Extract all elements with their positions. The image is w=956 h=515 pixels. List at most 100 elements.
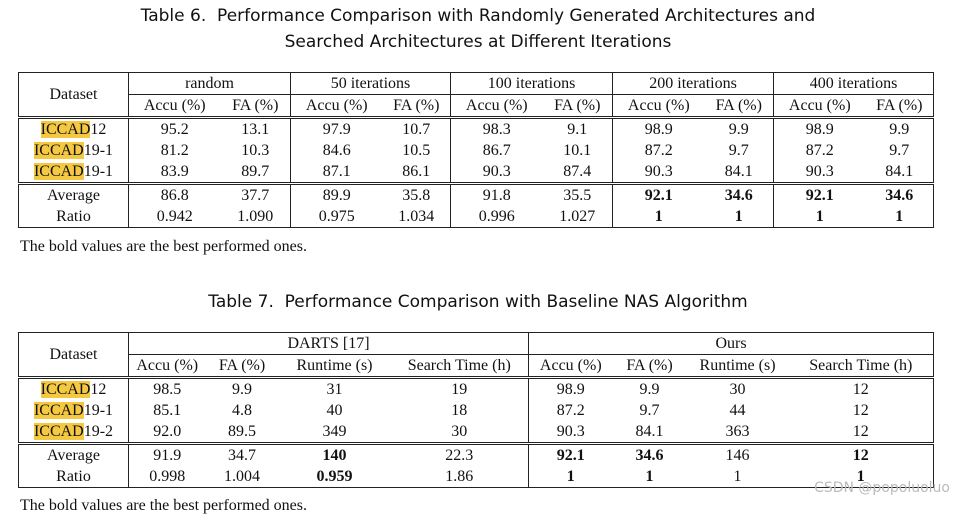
value-cell: 1.027 [559,208,596,225]
summary-row: Average 86.8 37.7 89.9 35.8 91.8 35.5 92.1 34.6 9… [18,182,934,206]
value-cell: 146 [686,442,789,466]
value-cell: 30 [451,423,468,440]
value-cell: 87.4 [563,163,592,180]
value-cell: 9.9 [612,376,687,400]
value-cell: 84.1 [885,163,914,180]
value-cell: 31 [278,376,391,400]
value-cell: 34.7 [205,442,279,466]
dataset-suffix: 19-1 [83,142,114,159]
value-cell: 87.2 [773,140,866,161]
value-cell: 10.3 [241,142,270,159]
dataset-highlight: ICCAD [33,423,84,440]
value-cell: 92.0 [128,421,206,444]
value-cell: 0.996 [450,206,543,228]
value-cell: 87.1 [290,161,383,184]
data-row: ICCAD19-1 83.9 89.7 87.1 86.1 90.3 87.4 90.3 84.… [19,161,934,184]
value-cell: 40 [326,402,343,419]
summary-label: Average [18,442,129,466]
value-cell: 89.9 [290,182,383,206]
column-header: FA (%) [218,357,266,374]
value-cell: 84.1 [724,163,753,180]
value-cell: 92.1 [773,182,866,206]
dataset-cell: ICCAD19-1 [19,161,129,184]
value-cell: 1 [645,468,654,485]
value-cell: 97.9 [290,116,383,140]
value-cell: 37.7 [220,182,291,206]
table-note: The bold values are the best performed o… [20,238,308,255]
value-cell: 1.090 [237,208,274,225]
value-cell: 35.5 [542,182,613,206]
value-cell: 363 [725,423,750,440]
column-header: Search Time (h) [407,357,511,374]
value-cell: 9.9 [704,116,774,140]
caption: Searched Architectures at Different Iter… [284,32,672,52]
column-header: FA (%) [232,97,279,114]
summary-label: Ratio [56,208,91,225]
value-cell: 10.1 [563,142,592,159]
caption: Table 7. Performance Comparison with Bas… [208,292,748,312]
dataset-highlight: ICCAD [33,163,84,180]
dataset-suffix: 12 [90,381,107,398]
value-cell: 9.7 [728,142,749,159]
value-cell: 34.6 [612,442,687,466]
summary-label: Average [18,182,129,206]
column-header: Runtime (s) [699,357,776,374]
value-cell: 1 [733,468,742,485]
dataset-suffix: 19-1 [83,163,114,180]
column-header: Accu (%) [450,94,543,118]
data-row: ICCAD19-1 85.1 4.8 40 18 87.2 9.7 44 12 [19,400,934,421]
value-cell: 90.3 [528,421,613,444]
value-cell: 44 [729,402,746,419]
group-header: 400 iterations [773,72,934,95]
watermark: CSDN @popoluoluo [814,480,950,496]
value-cell: 81.2 [128,140,221,161]
dataset-cell: ICCAD19-2 [19,421,129,444]
column-header: Accu (%) [528,354,613,378]
dataset-suffix: 19-1 [83,402,114,419]
value-cell: 1.004 [224,468,260,485]
group-header: 100 iterations [450,72,613,95]
value-cell: 4.8 [232,402,252,419]
group-header: Ours [528,332,934,355]
value-cell: 34.6 [865,182,934,206]
column-header: FA (%) [876,97,923,114]
dataset-highlight: ICCAD [40,121,91,138]
header-cell: Dataset [49,346,98,363]
value-cell: 18 [451,402,468,419]
header-row: Accu (%) FA (%) Accu (%) FA (%) Accu (%) FA (… [19,94,934,118]
value-cell: 83.9 [128,161,221,184]
dataset-suffix: 12 [90,121,107,138]
column-header: FA (%) [393,97,440,114]
value-cell: 86.7 [450,140,543,161]
value-cell: 1.034 [398,208,435,225]
column-header: Accu (%) [128,94,221,118]
value-cell: 10.5 [402,142,431,159]
group-header: 50 iterations [289,72,451,95]
value-cell: 89.5 [228,423,256,440]
header-row: Accu (%) FA (%) Runtime (s) Search Time (h)… [19,354,934,378]
value-cell: 1 [528,466,613,488]
value-cell: 349 [322,423,347,440]
value-cell: 0.975 [290,206,383,228]
value-cell: 140 [278,442,391,466]
header-row: Dataset DARTS [17] Ours [19,332,934,363]
value-cell: 9.9 [205,376,279,400]
value-cell: 90.3 [612,161,705,184]
data-row: ICCAD19-1 81.2 10.3 84.6 10.5 86.7 10.1 87.2 9.7… [19,140,934,161]
value-cell: 84.1 [635,423,664,440]
value-cell: 86.8 [128,182,221,206]
value-cell: 30 [686,376,789,400]
value-cell: 0.959 [316,468,353,485]
data-row: ICCAD12 98.5 9.9 31 19 98.9 9.9 30 12 [18,376,934,400]
column-header: Accu (%) [612,94,705,118]
column-header: Accu (%) [290,94,383,118]
table: Dataset DARTS [17] Ours Accu (%) FA (%) Runti… [18,332,935,488]
value-cell: 0.942 [128,206,221,228]
value-cell: 89.7 [241,163,270,180]
value-cell: 12 [852,402,869,419]
value-cell: 10.7 [382,116,451,140]
value-cell: 35.8 [382,182,451,206]
value-cell: 13.1 [220,116,291,140]
value-cell: 1 [856,468,865,485]
